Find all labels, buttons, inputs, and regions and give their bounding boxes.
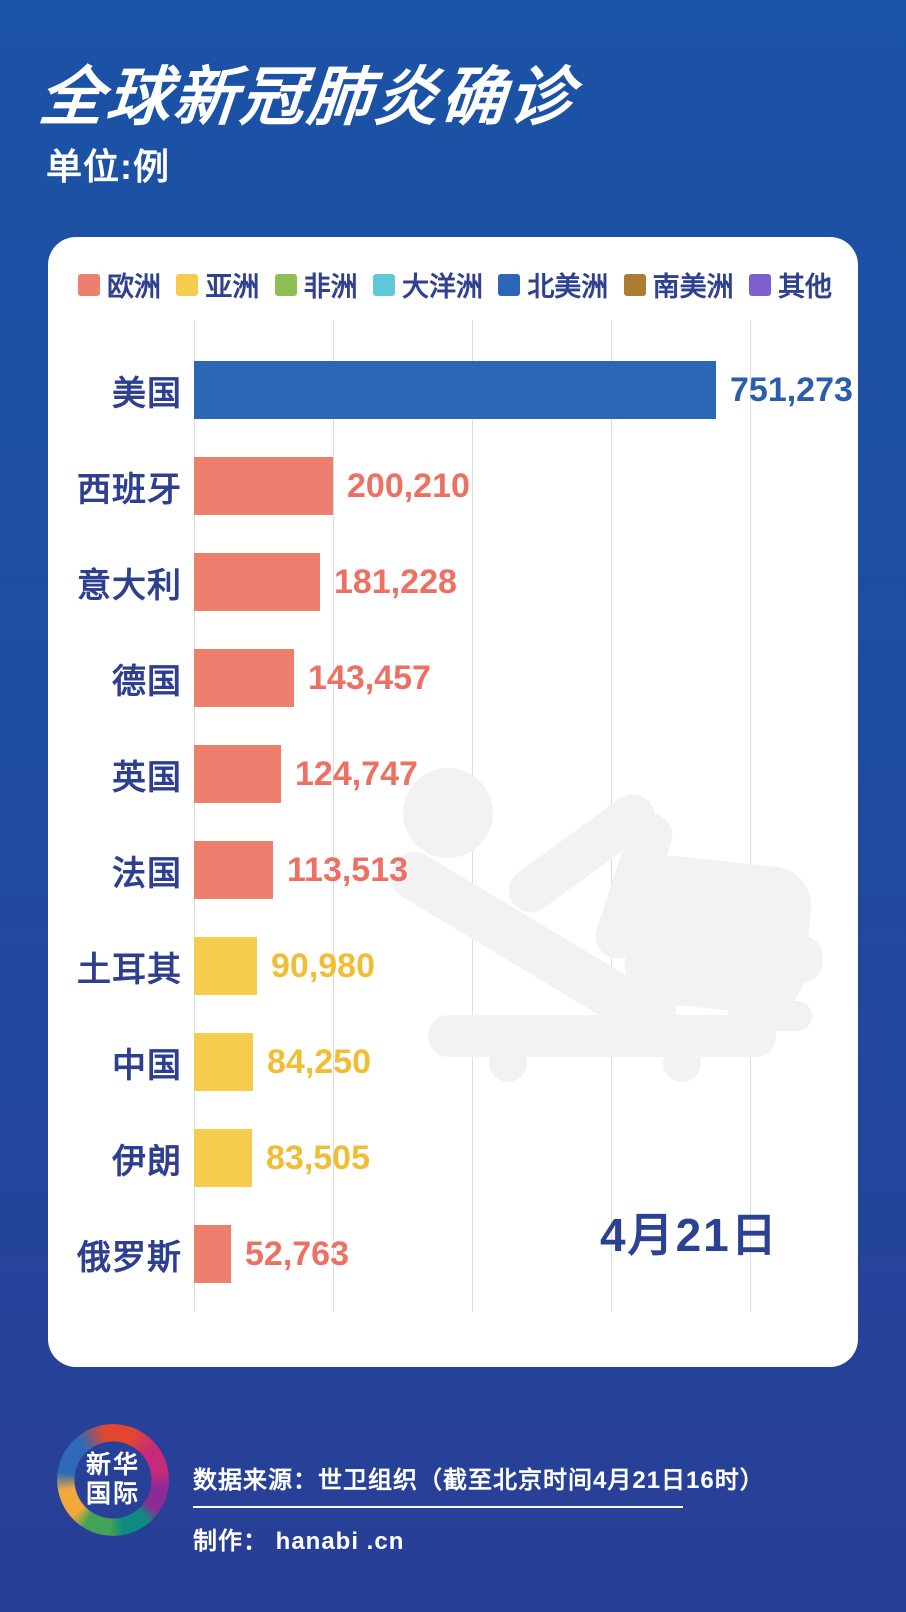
country-label: 英国 (112, 758, 182, 797)
value-label: 181,228 (334, 562, 457, 601)
chart-legend: 欧洲 亚洲 非洲 大洋洲 北美洲 南美洲 其他 (78, 265, 832, 304)
bar-意大利 (194, 553, 320, 611)
legend-item-欧洲: 欧洲 (78, 265, 161, 304)
data-source-text: 数据来源：世卫组织（截至北京时间4月21日16时） (193, 1467, 765, 1494)
value-label: 751,273 (730, 370, 853, 409)
chart-row: 伊朗 83,505 (48, 1110, 858, 1206)
value-label: 124,747 (295, 754, 418, 793)
date-annotation: 4月21日 (600, 1209, 779, 1261)
value-label: 83,505 (266, 1138, 370, 1177)
country-label: 土耳其 (77, 950, 182, 989)
bar-土耳其 (194, 937, 257, 995)
logo-ring-icon (57, 1424, 169, 1536)
bar-俄罗斯 (194, 1225, 231, 1283)
chart-row: 英国 124,747 (48, 726, 858, 822)
legend-swatch-icon (498, 273, 521, 296)
bar-伊朗 (194, 1129, 252, 1187)
bar-美国 (194, 361, 716, 419)
value-label: 113,513 (287, 850, 409, 889)
chart-row: 西班牙 200,210 (48, 438, 858, 534)
legend-label: 欧洲 (107, 272, 161, 302)
legend-swatch-icon (372, 273, 395, 296)
bar-英国 (194, 745, 281, 803)
country-label: 伊朗 (112, 1142, 182, 1181)
legend-swatch-icon (274, 273, 297, 296)
country-label: 中国 (112, 1046, 182, 1085)
chart-row: 土耳其 90,980 (48, 918, 858, 1014)
legend-item-北美洲: 北美洲 (498, 265, 608, 304)
country-label: 德国 (112, 662, 182, 701)
value-label: 90,980 (271, 946, 375, 985)
legend-item-大洋洲: 大洋洲 (372, 265, 483, 304)
chart-row: 意大利 181,228 (48, 534, 858, 630)
legend-swatch-icon (748, 273, 771, 296)
chart-card: 欧洲 亚洲 非洲 大洋洲 北美洲 南美洲 其他 美国 751,273 西班牙 200,210 意大利… (48, 237, 858, 1367)
legend-label: 其他 (777, 272, 832, 302)
xinhua-logo: 新华 国际 (57, 1424, 169, 1536)
legend-label: 大洋洲 (401, 272, 483, 302)
legend-label: 非洲 (303, 272, 358, 302)
chart-row: 俄罗斯 52,763 (48, 1206, 858, 1302)
bar-德国 (194, 649, 294, 707)
credit-text: 制作： hanabi .cn (193, 1528, 405, 1555)
legend-label: 南美洲 (652, 272, 734, 302)
logo-text: 新华 国际 (57, 1424, 169, 1536)
chart-rows: 美国 751,273 西班牙 200,210 意大利 181,228 德国 143,457 英国… (48, 342, 858, 1302)
hospital-bed-watermark-icon (390, 768, 822, 1082)
country-label: 意大利 (77, 566, 182, 605)
value-label: 84,250 (267, 1042, 371, 1081)
chart-row: 德国 143,457 (48, 630, 858, 726)
chart-row: 美国 751,273 (48, 342, 858, 438)
logo-line2: 国际 (85, 1480, 140, 1508)
page-title: 全球新冠肺炎确诊 (36, 61, 579, 133)
legend-swatch-icon (623, 273, 646, 296)
chart-row: 法国 113,513 (48, 822, 858, 918)
legend-label: 北美洲 (527, 272, 609, 302)
value-label: 200,210 (347, 466, 470, 505)
legend-swatch-icon (78, 273, 100, 296)
logo-line1: 新华 (85, 1451, 140, 1480)
value-label: 143,457 (308, 658, 431, 697)
bar-法国 (194, 841, 273, 899)
legend-swatch-icon (176, 273, 199, 296)
legend-item-南美洲: 南美洲 (623, 265, 734, 304)
bar-中国 (194, 1033, 253, 1091)
footer-divider (193, 1506, 683, 1508)
country-label: 俄罗斯 (77, 1238, 182, 1277)
bar-西班牙 (194, 457, 333, 515)
unit-label: 单位:例 (46, 146, 170, 187)
chart-row: 中国 84,250 (48, 1014, 858, 1110)
value-label: 52,763 (245, 1234, 349, 1273)
legend-item-非洲: 非洲 (274, 265, 358, 304)
legend-item-其他: 其他 (748, 265, 832, 304)
country-label: 美国 (112, 374, 182, 413)
country-label: 法国 (112, 854, 182, 893)
country-label: 西班牙 (77, 470, 182, 509)
legend-item-亚洲: 亚洲 (176, 265, 259, 304)
legend-label: 亚洲 (205, 272, 260, 302)
